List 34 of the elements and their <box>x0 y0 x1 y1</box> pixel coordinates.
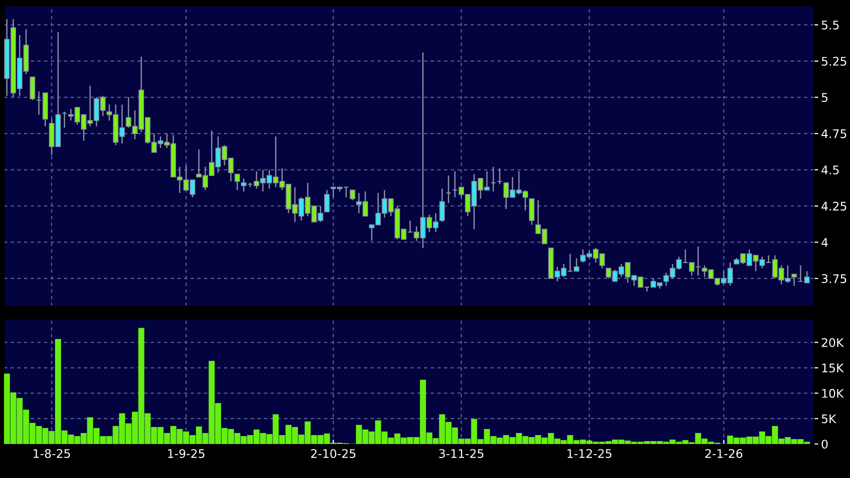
y-tick-label: 4.5 <box>822 166 839 174</box>
x-tick-label: 1-8-25 <box>34 449 70 458</box>
candlestick <box>689 262 694 276</box>
candlestick <box>439 188 445 223</box>
candlestick <box>240 178 246 192</box>
y-tick-label: 3.75 <box>822 274 846 284</box>
x-tick-label: 2-10-25 <box>311 449 356 458</box>
y-tick-label: 4 <box>822 238 828 247</box>
candlestick <box>62 111 68 128</box>
candlestick <box>234 173 240 191</box>
candlestick <box>529 198 534 226</box>
y-tick-label: 20K <box>822 338 844 348</box>
candlestick <box>350 189 356 201</box>
y-tick-label: 10K <box>822 388 844 398</box>
candlestick <box>324 189 330 212</box>
x-tick-label: 3-11-25 <box>439 449 484 458</box>
y-tick-label: 5.5 <box>822 20 839 30</box>
y-tick-label: 0 <box>822 440 828 449</box>
x-tick-label: 2-1-26 <box>705 449 742 458</box>
candlestick <box>497 168 502 185</box>
y-tick-label: 5.25 <box>822 56 846 66</box>
x-tick-label: 1-9-25 <box>168 449 204 458</box>
candlestick <box>804 270 810 284</box>
candlestick <box>30 76 36 101</box>
x-tick-label: 1-12-25 <box>568 449 612 458</box>
y-tick-label: 4.75 <box>822 129 846 138</box>
candlestick <box>490 166 496 192</box>
y-tick-label: 4.25 <box>822 202 846 211</box>
candlestick <box>446 174 452 204</box>
candlestick <box>574 258 580 272</box>
y-tick-label: 5K <box>822 414 836 424</box>
y-tick-label: 5 <box>822 93 828 102</box>
y-tick-label: 15K <box>822 364 844 372</box>
candlestick <box>791 273 797 286</box>
